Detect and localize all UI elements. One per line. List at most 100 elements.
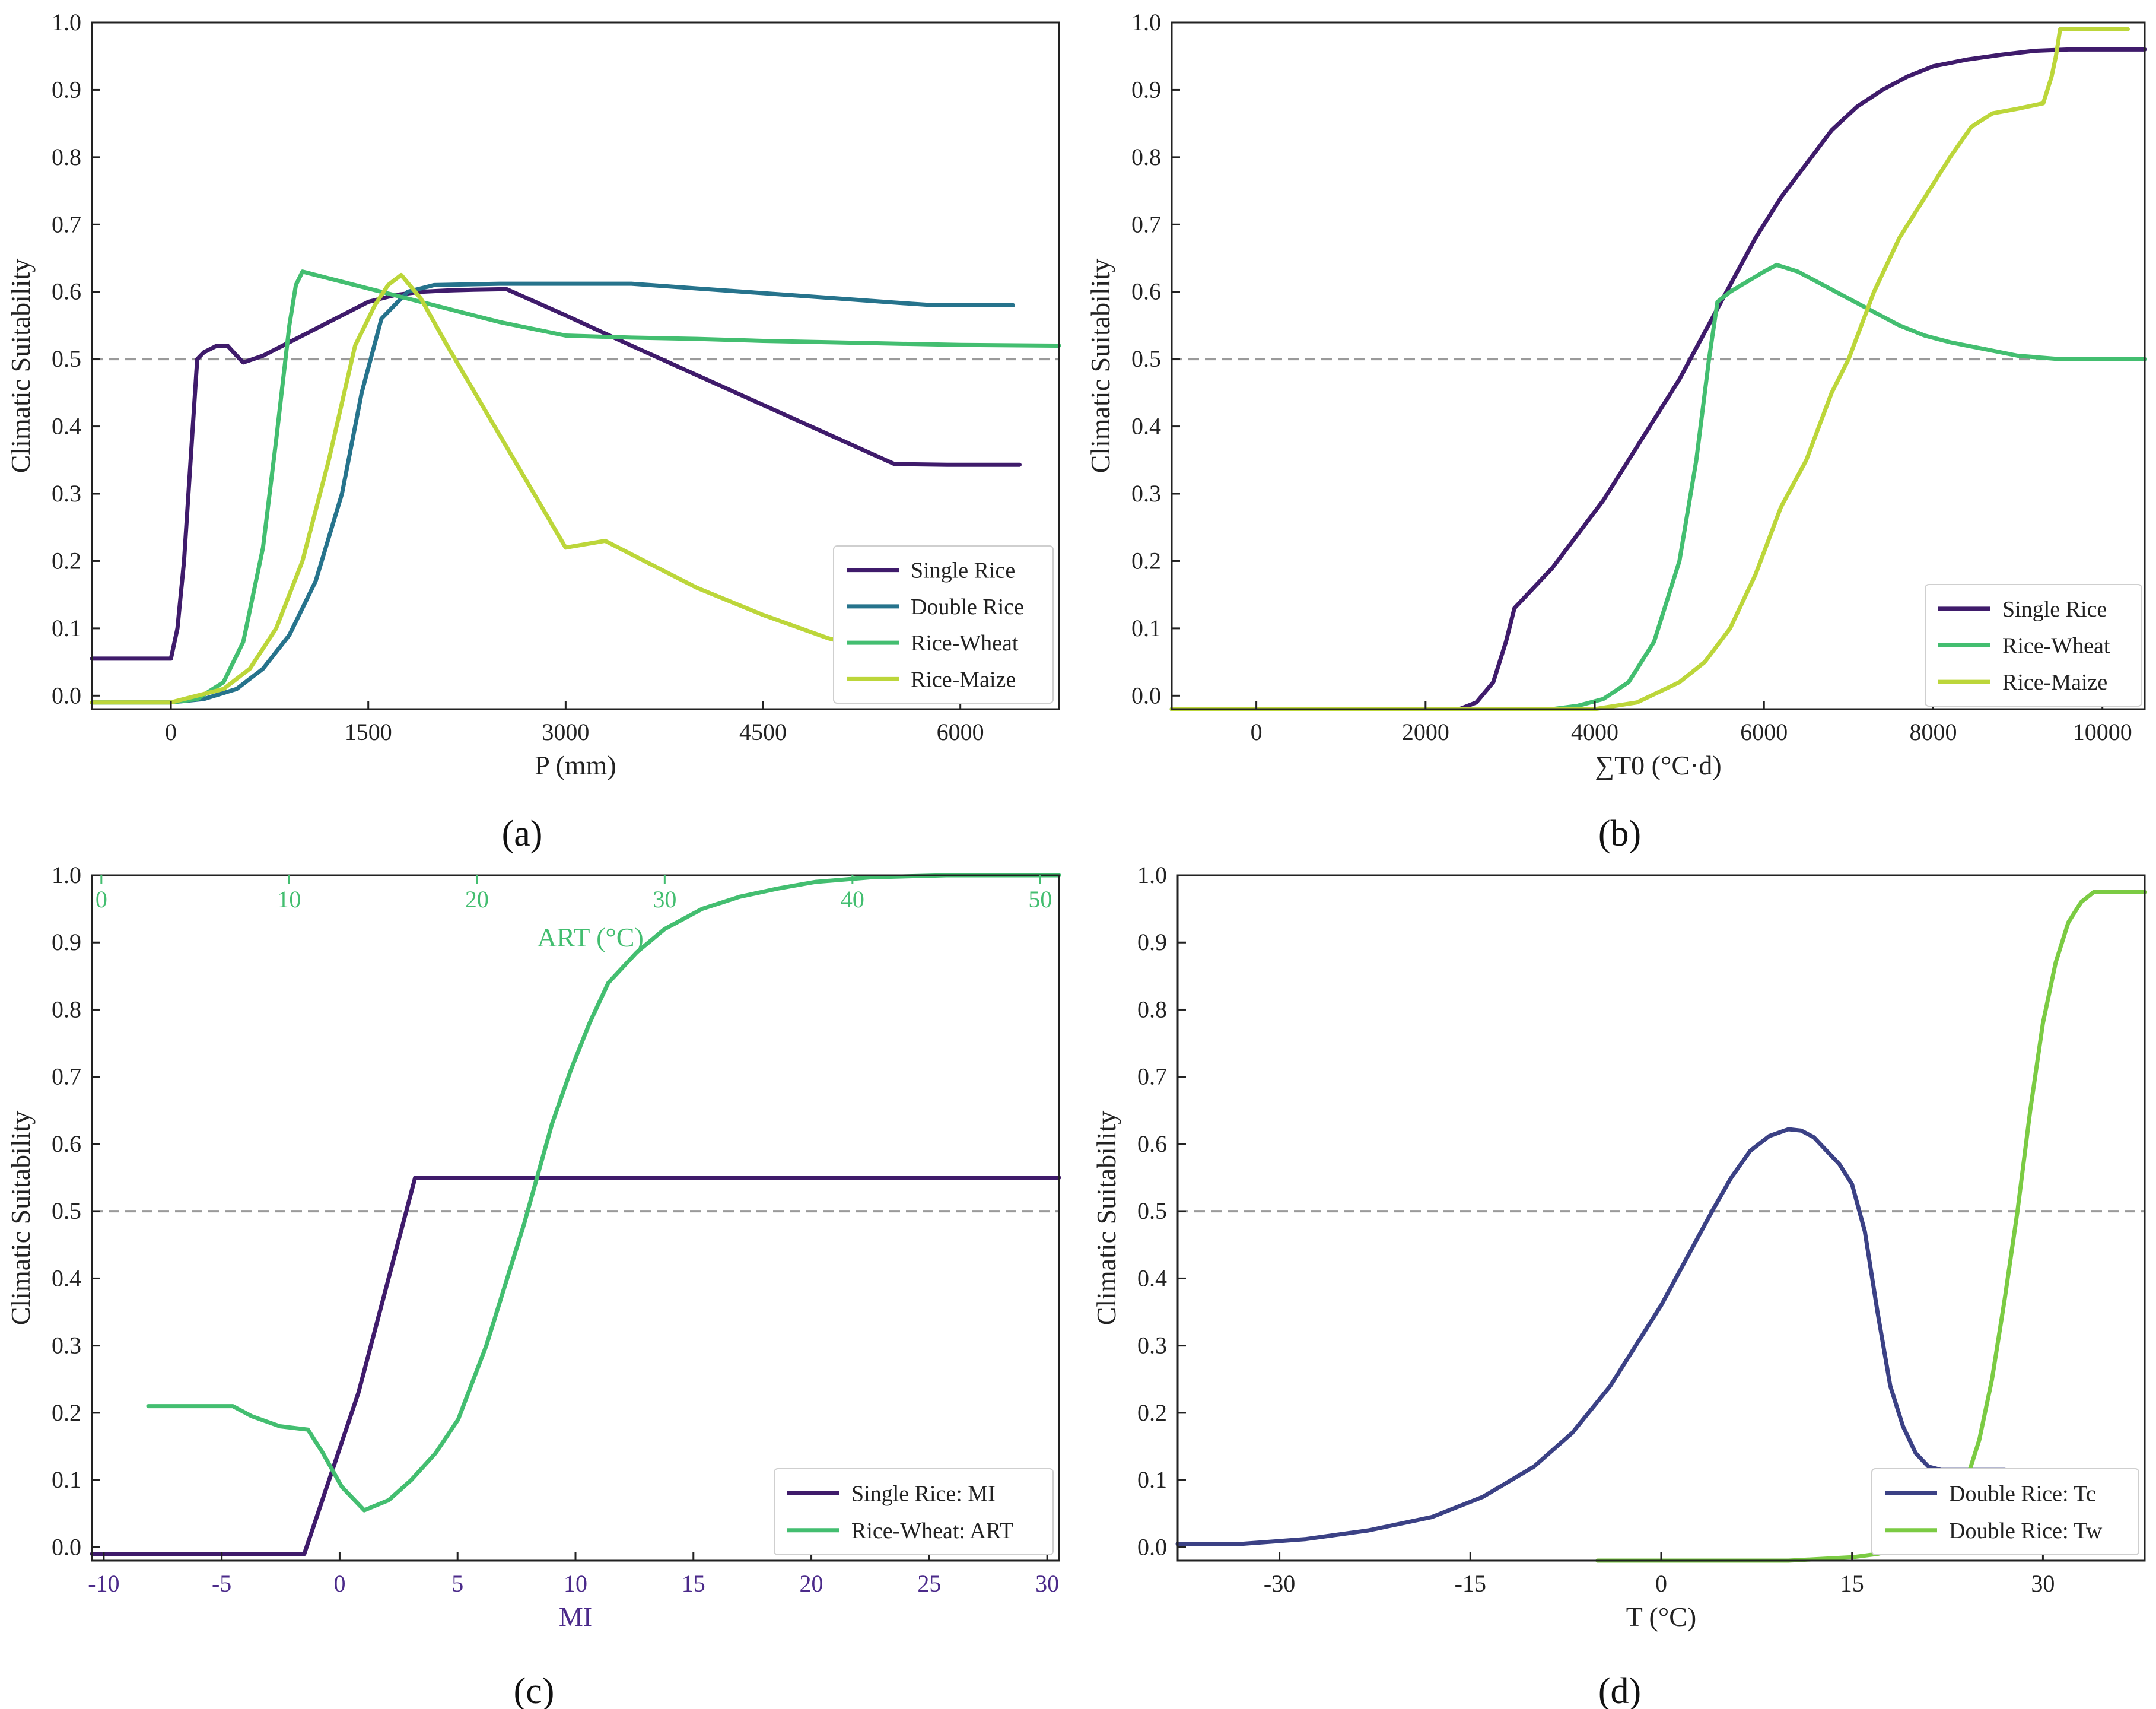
- y-tick-label: 0.0: [52, 682, 81, 709]
- x-tick-label: 1500: [345, 719, 392, 745]
- x-tick-label: 30: [2031, 1570, 2055, 1597]
- x-tick-label: 4000: [1571, 719, 1618, 745]
- y-tick-label: 0.0: [52, 1533, 81, 1560]
- y-tick-label: 0.4: [52, 1265, 81, 1291]
- y-tick-label: 0.3: [1137, 1332, 1167, 1359]
- x-axis-label: ∑T0 (°C·d): [1595, 750, 1721, 780]
- y-tick-label: 0.2: [1131, 547, 1161, 574]
- y-axis-label: Climatic Suitability: [1091, 1111, 1121, 1326]
- legend-label: Rice-Wheat: [2002, 634, 2110, 659]
- legend-label: Rice-Wheat: ART: [851, 1519, 1013, 1543]
- y-tick-label: 0.2: [1137, 1399, 1167, 1426]
- series-line-double-rice-tw: [1595, 890, 2147, 1563]
- legend-label: Single Rice: MI: [851, 1481, 996, 1506]
- x-axis-label: P (mm): [535, 750, 616, 780]
- y-tick-label: 0.8: [1137, 996, 1167, 1022]
- x-tick-label: 6000: [1740, 719, 1788, 745]
- x2-tick-label: 30: [653, 886, 676, 913]
- series-line-rice-maize: [1169, 27, 2130, 711]
- series-line-rice-wheat: [90, 269, 1061, 705]
- x-tick-label: 30: [1035, 1570, 1059, 1597]
- y-tick-label: 0.4: [52, 413, 81, 440]
- x-tick-label: 0: [1251, 719, 1263, 745]
- y-tick-label: 1.0: [1137, 862, 1167, 888]
- y-tick-label: 0.9: [52, 929, 81, 955]
- y-tick-label: 0.9: [1131, 76, 1161, 103]
- legend-label: Rice-Maize: [2002, 670, 2107, 695]
- plot-frame: [91, 874, 1060, 1562]
- plot-frame: [1176, 874, 2146, 1562]
- y-tick-label: 0.1: [52, 615, 81, 641]
- y-tick-label: 1.0: [1131, 9, 1161, 36]
- x-tick-label: 0: [165, 719, 177, 745]
- legend-box: [1925, 584, 2142, 707]
- panel-d-chart: 0.0 0.1 0.2 0.3 0.4 0.5 0.6 0.7 0.8 0.9 1.0 -30 -15 0…: [1091, 862, 2147, 1709]
- y-axis-label: Climatic Suitability: [1085, 259, 1115, 474]
- legend-label: Rice-Wheat: [911, 631, 1019, 656]
- y-tick-label: 1.0: [52, 9, 81, 36]
- y-tick-label: 0.7: [1137, 1063, 1167, 1090]
- legend-box: [833, 545, 1054, 704]
- legend-label: Double Rice: [911, 595, 1024, 620]
- x2-axis-label: ART (°C): [537, 922, 644, 952]
- series-line-rice-wheat-art: [146, 873, 1061, 1513]
- panel-c-chart: 0.0 0.1 0.2 0.3 0.4 0.5 0.6 0.7 0.8 0.9 1.0 -10 -5 0 5…: [5, 862, 1061, 1709]
- legend-label: Single Rice: [911, 558, 1015, 583]
- y-tick-label: 0.6: [1137, 1130, 1167, 1157]
- y-tick-label: 0.8: [1131, 144, 1161, 170]
- y-tick-label: 0.7: [1131, 211, 1161, 237]
- x-tick-label: 0: [1655, 1570, 1667, 1597]
- y-tick-label: 0.0: [1137, 1533, 1167, 1560]
- legend-label: Rice-Maize: [911, 667, 1016, 692]
- y-tick-label: 0.3: [1131, 480, 1161, 507]
- y-tick-label: 0.5: [1131, 345, 1161, 372]
- y-tick-label: 0.3: [52, 1332, 81, 1359]
- x-tick-label: 2000: [1402, 719, 1449, 745]
- x2-tick-label: 10: [277, 886, 301, 913]
- y-tick-label: 1.0: [52, 862, 81, 888]
- x-tick-label: -10: [88, 1570, 119, 1597]
- panel-label: (d): [1598, 1671, 1641, 1709]
- panel-label: (a): [502, 814, 543, 854]
- x-tick-label: 8000: [1909, 719, 1957, 745]
- y-tick-label: 0.6: [52, 1130, 81, 1157]
- x-axis-label: T (°C): [1626, 1602, 1696, 1632]
- y-tick-label: 0.5: [52, 345, 81, 372]
- x2-tick-label: 20: [465, 886, 489, 913]
- legend: Single Rice Double Rice Rice-Wheat Rice-Mai…: [833, 545, 1054, 704]
- y-axis-label: Climatic Suitability: [5, 259, 36, 474]
- y-tick-label: 0.8: [52, 144, 81, 170]
- x-tick-label: 6000: [937, 719, 984, 745]
- series-line-rice-maize: [90, 272, 963, 705]
- panel-a-chart: 0.0 0.1 0.2 0.3 0.4 0.5 0.6 0.7 0.8 0.9 1.0 0 1500 30…: [5, 9, 1061, 854]
- plot-frame: [91, 21, 1060, 710]
- series-line-double-rice: [90, 281, 1015, 705]
- legend-label: Single Rice: [2002, 597, 2107, 622]
- x-tick-label: 20: [800, 1570, 823, 1597]
- y-tick-label: 0.9: [1137, 929, 1167, 955]
- y-tick-label: 0.6: [52, 278, 81, 305]
- y-tick-label: 0.6: [1131, 278, 1161, 305]
- y-tick-label: 0.7: [52, 211, 81, 237]
- x-tick-label: 0: [333, 1570, 345, 1597]
- x-tick-label: 25: [917, 1570, 941, 1597]
- legend-label: Double Rice: Tw: [1949, 1519, 2103, 1543]
- y-tick-label: 0.4: [1131, 413, 1161, 440]
- y-tick-label: 0.8: [52, 996, 81, 1022]
- y-tick-label: 0.7: [52, 1063, 81, 1090]
- y-tick-label: 0.3: [52, 480, 81, 507]
- legend-box: [774, 1468, 1054, 1555]
- x2-tick-label: 40: [841, 886, 864, 913]
- y-axis-label: Climatic Suitability: [5, 1111, 36, 1326]
- x-tick-label: -5: [212, 1570, 231, 1597]
- y-tick-label: 0.9: [52, 76, 81, 103]
- y-tick-label: 0.5: [52, 1197, 81, 1224]
- y-tick-label: 0.1: [1131, 615, 1161, 641]
- y-tick-label: 0.1: [1137, 1466, 1167, 1493]
- legend-box: [1871, 1468, 2139, 1555]
- x-tick-label: 15: [682, 1570, 705, 1597]
- x-tick-label: 4500: [739, 719, 787, 745]
- x-tick-label: 10: [564, 1570, 587, 1597]
- y-tick-label: 0.2: [52, 547, 81, 574]
